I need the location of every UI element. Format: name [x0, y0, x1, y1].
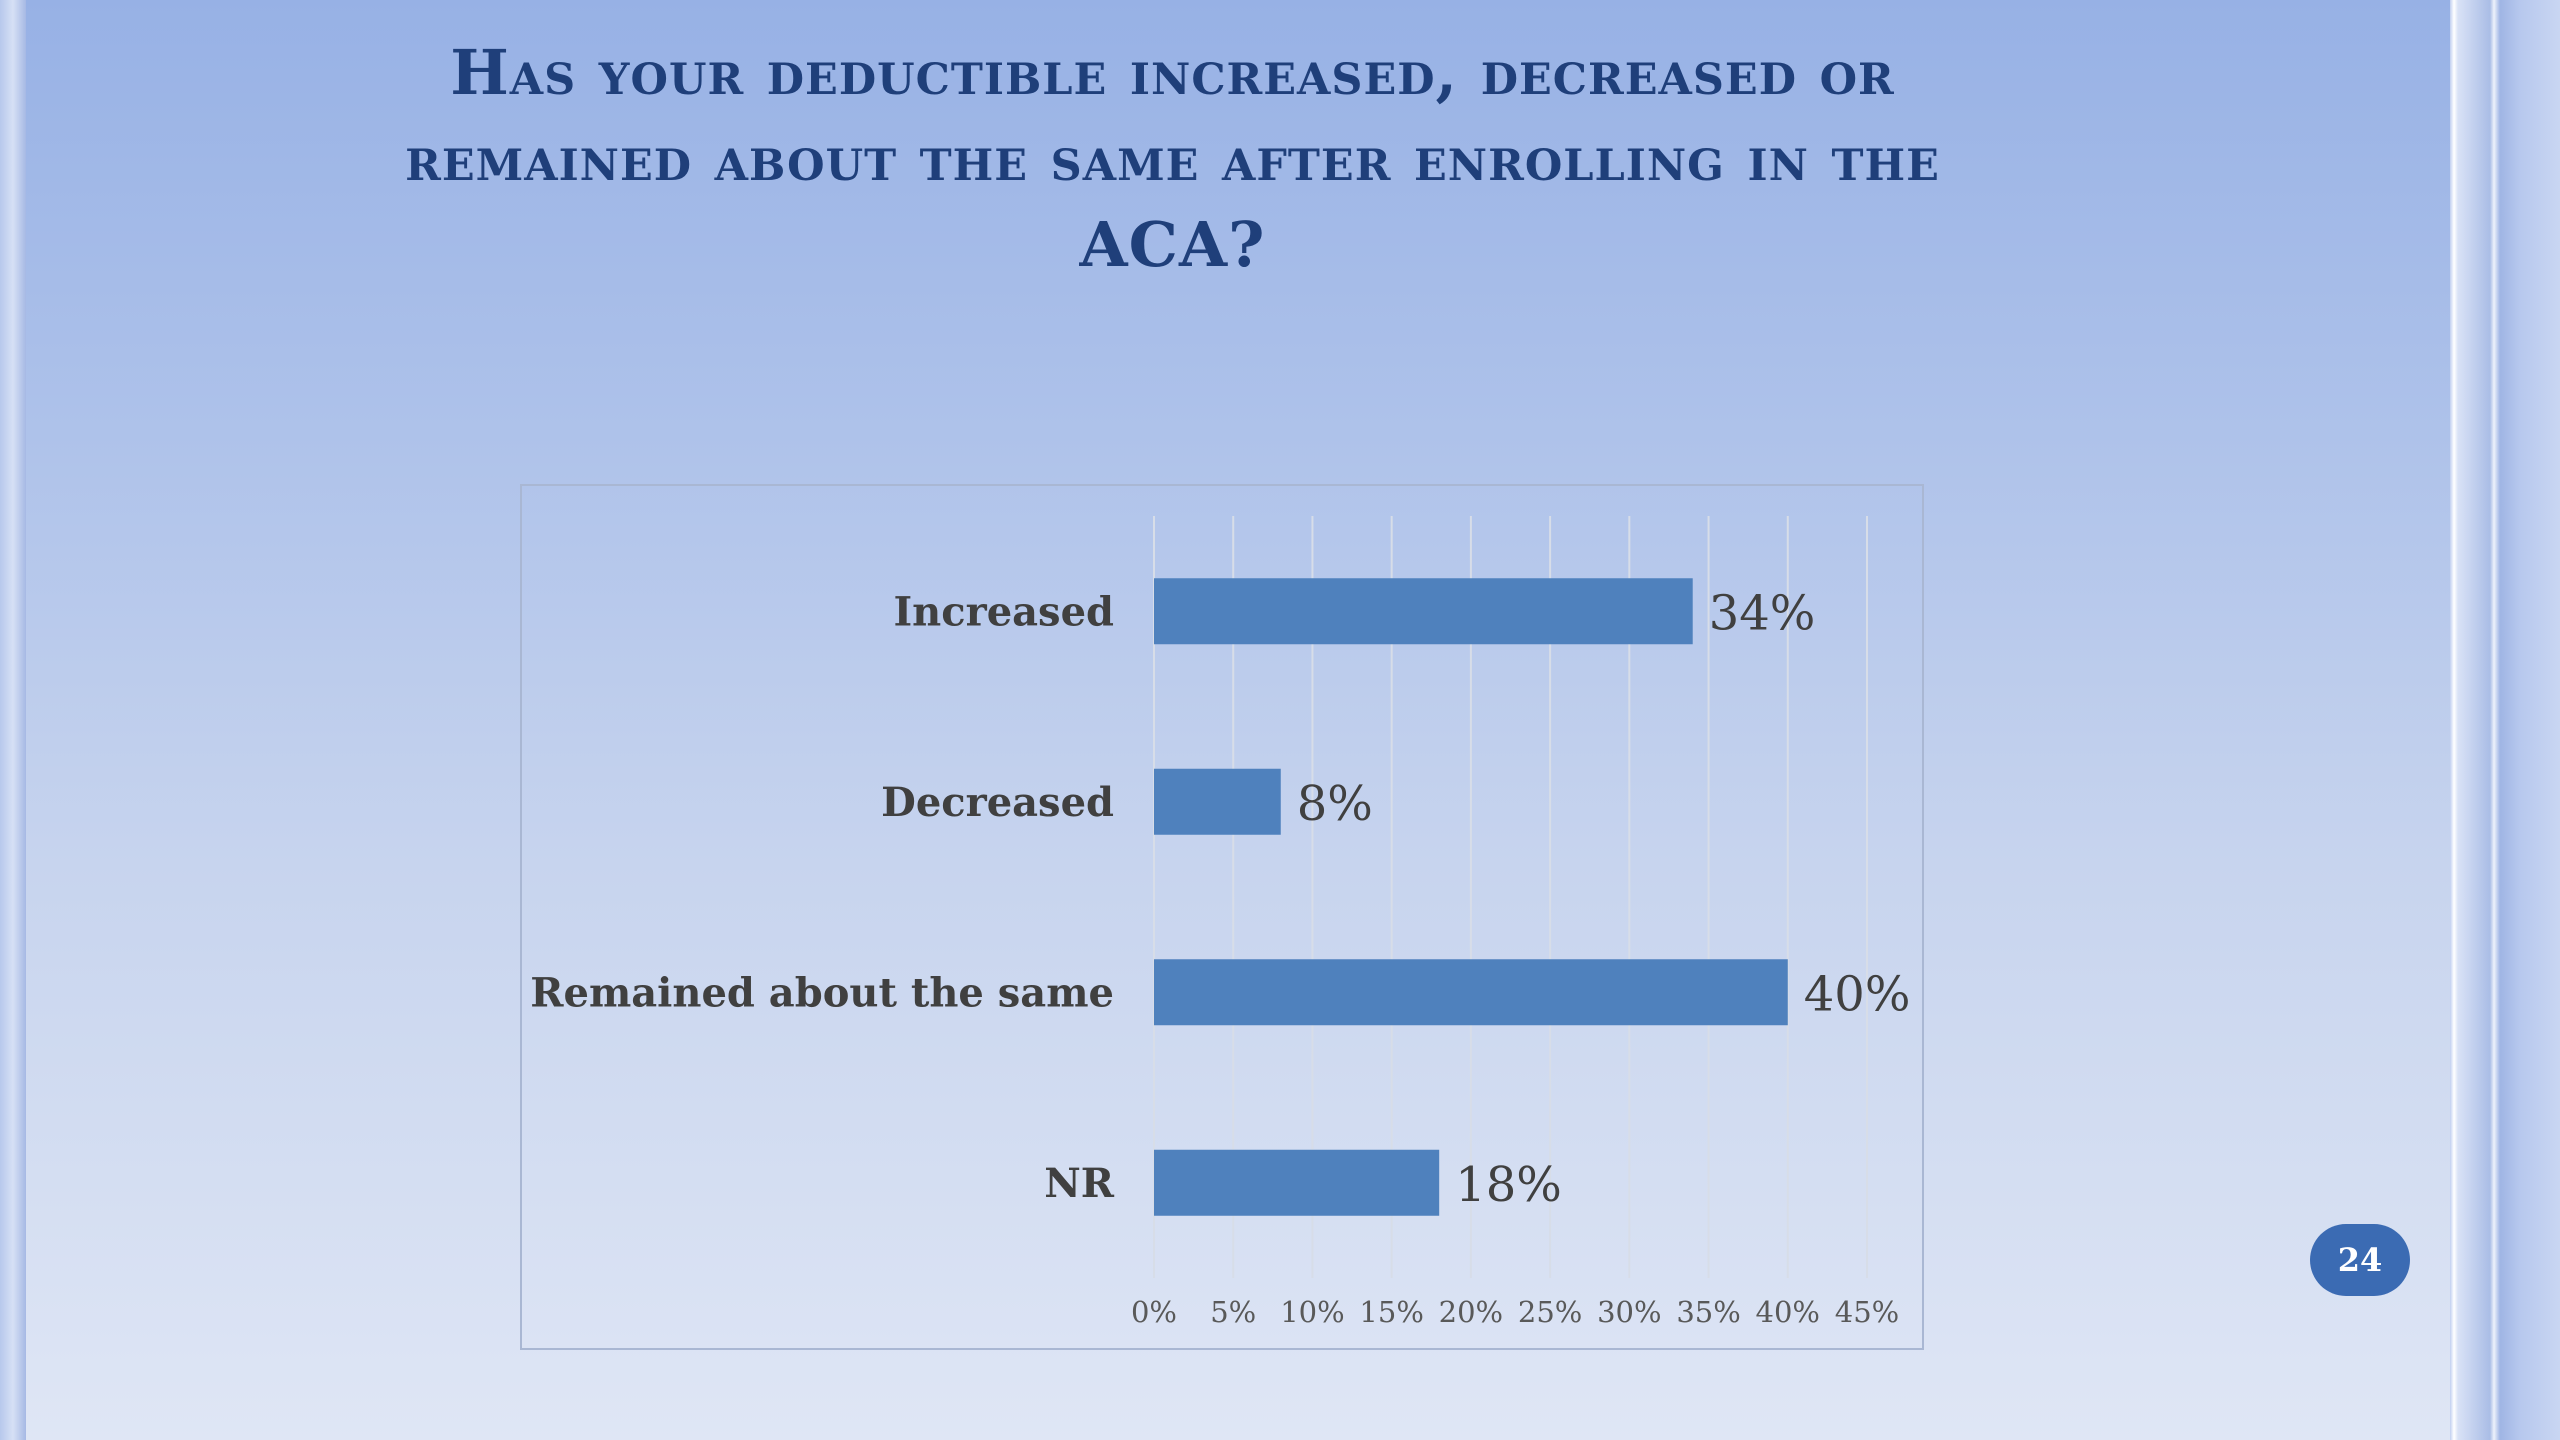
x-tick-label-3: 15%	[1359, 1295, 1423, 1329]
bar-1	[1154, 768, 1281, 835]
data-label-0: 34%	[1709, 585, 1816, 641]
category-label-3: NR	[1044, 1160, 1115, 1207]
chart-tick-labels: 0% 5% 10% 15% 20% 25% 30% 35% 40% 45%	[1131, 1295, 1899, 1329]
chart-category-labels: Increased Decreased Remained about the sam…	[530, 588, 1115, 1207]
bar-0	[1154, 578, 1693, 645]
title-line-1: Has your deductible increased, decreased…	[450, 36, 1895, 109]
data-label-2: 40%	[1804, 966, 1911, 1022]
x-tick-label-1: 5%	[1210, 1295, 1256, 1329]
slide-left-edge	[0, 0, 26, 1440]
bar-3	[1154, 1149, 1440, 1216]
x-tick-label-4: 20%	[1439, 1295, 1503, 1329]
title-line-2: remained about the same after enrolling …	[405, 122, 1940, 195]
x-tick-label-6: 30%	[1597, 1295, 1661, 1329]
title-line-3: ACA?	[1079, 208, 1266, 281]
x-tick-label-8: 40%	[1756, 1295, 1820, 1329]
chart-frame: Increased Decreased Remained about the sam…	[520, 484, 1924, 1350]
x-tick-label-0: 0%	[1131, 1295, 1177, 1329]
chart-data-labels: 34% 8% 40% 18%	[1297, 585, 1911, 1213]
page-number-badge: 24	[2310, 1224, 2410, 1296]
data-label-3: 18%	[1455, 1157, 1562, 1213]
category-label-1: Decreased	[881, 779, 1114, 826]
bar-chart: Increased Decreased Remained about the sam…	[530, 516, 1911, 1329]
x-tick-label-7: 35%	[1676, 1295, 1740, 1329]
slide-title: Has your deductible increased, decreased…	[160, 30, 2185, 288]
category-label-2: Remained about the same	[530, 969, 1114, 1016]
x-tick-label-5: 25%	[1518, 1295, 1582, 1329]
chart-bars	[1154, 578, 1788, 1216]
data-label-1: 8%	[1297, 776, 1373, 832]
slide-right-edge	[2450, 0, 2560, 1440]
x-tick-label-2: 10%	[1280, 1295, 1344, 1329]
bar-2	[1154, 959, 1788, 1026]
category-label-0: Increased	[893, 588, 1114, 635]
x-tick-label-9: 45%	[1835, 1295, 1899, 1329]
